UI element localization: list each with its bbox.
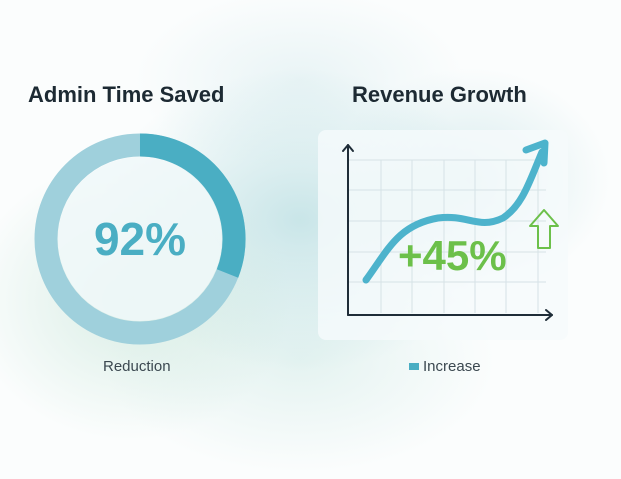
x-axis-arrow-icon: [545, 309, 553, 321]
revenue-growth-title: Revenue Growth: [352, 82, 527, 107]
y-axis-arrow-icon: [342, 144, 354, 152]
donut-chart: [34, 133, 246, 345]
legend-label: Increase: [423, 358, 481, 375]
grid-lines: [348, 159, 546, 313]
growth-line-arrowhead-icon: [522, 139, 549, 167]
chart-card: [318, 130, 568, 340]
donut-center: [58, 157, 222, 321]
chart-legend: Increase: [409, 358, 481, 375]
growth-percentage: +45%: [398, 232, 507, 279]
admin-time-saved-title: Admin Time Saved: [28, 82, 225, 107]
up-arrow-outline-icon: [529, 209, 559, 249]
donut-highlight-arc: [139, 133, 246, 278]
legend-swatch: [409, 363, 419, 370]
reduction-caption: Reduction: [103, 358, 171, 375]
donut-value: 92%: [93, 213, 187, 265]
growth-line: [362, 148, 546, 284]
line-chart: [342, 139, 559, 321]
